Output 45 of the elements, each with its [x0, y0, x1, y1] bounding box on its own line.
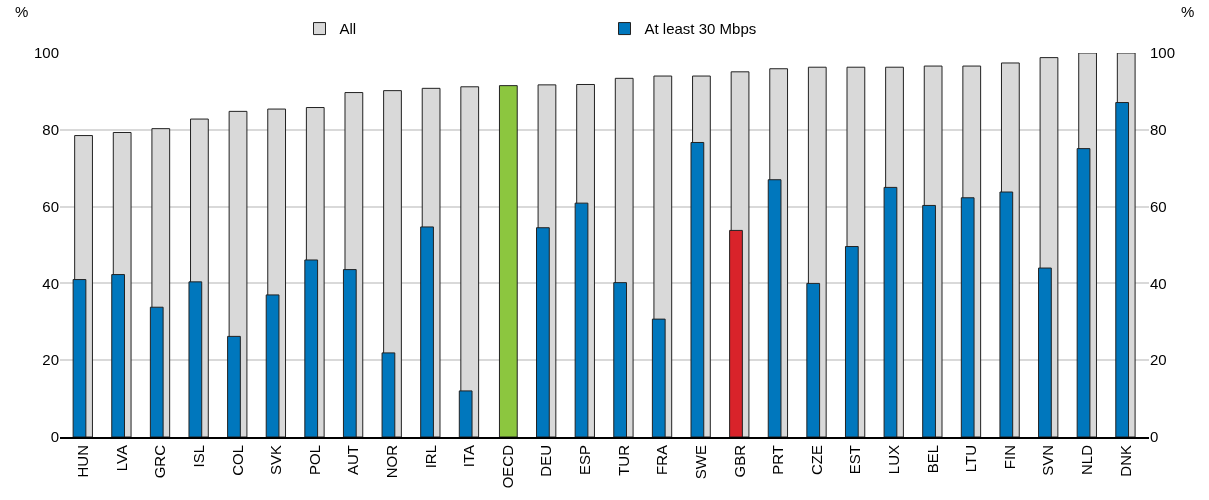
legend-label: At least 30 Mbps — [644, 20, 757, 38]
y-axis-title: % — [15, 3, 29, 20]
x-tick-label: LTU — [962, 445, 980, 473]
x-tick-label: LUX — [885, 445, 903, 475]
y-tick-label: 40 — [42, 274, 59, 292]
x-tick-label: DEU — [537, 445, 555, 477]
x-tick-label: IRL — [421, 445, 439, 469]
x-tick-label: DNK — [1116, 445, 1134, 477]
x-tick-label: NOR — [382, 444, 400, 479]
y-tick-label: 0 — [50, 428, 59, 446]
x-tick-label: GRC — [151, 444, 169, 479]
x-tick-label: SVK — [267, 445, 285, 476]
x-tick-label: SVN — [1039, 445, 1057, 476]
x-tick-label: TUR — [614, 444, 632, 476]
y2-axis-title: % — [1181, 3, 1195, 20]
y-tick-label: 60 — [42, 197, 59, 215]
y-tick-label: 100 — [33, 44, 59, 62]
x-tick-label: POL — [305, 445, 323, 476]
x-tick-label: BEL — [923, 445, 941, 474]
x-tick-label: HUN — [74, 445, 92, 478]
x-tick-label: PRT — [769, 445, 787, 475]
x-tick-label: CZE — [807, 445, 825, 475]
y-tick-label: 20 — [42, 351, 59, 369]
legend-label: All — [339, 20, 357, 38]
y2-tick-label: 20 — [1150, 351, 1167, 369]
y-tick-label: 80 — [42, 121, 59, 139]
x-tick-label: NLD — [1078, 444, 1096, 476]
x-tick-label: FIN — [1000, 445, 1018, 470]
x-tick-label: COL — [228, 445, 246, 476]
y2-tick-label: 80 — [1150, 121, 1167, 139]
y2-tick-label: 60 — [1150, 197, 1167, 215]
x-tick-label: SWE — [691, 445, 709, 480]
x-tick-label: FRA — [653, 445, 671, 475]
y2-tick-label: 0 — [1150, 428, 1159, 446]
x-tick-label: ISL — [189, 445, 207, 468]
y2-tick-label: 40 — [1150, 274, 1167, 292]
x-tick-label: AUT — [344, 445, 362, 475]
x-tick-label: OECD — [498, 444, 516, 489]
x-tick-label: LVA — [112, 445, 130, 472]
x-tick-label: EST — [846, 445, 864, 475]
x-tick-label: ESP — [576, 445, 594, 476]
x-tick-label: ITA — [460, 445, 478, 468]
bar — [498, 85, 518, 437]
x-tick-label: GBR — [730, 444, 748, 478]
y2-tick-label: 100 — [1150, 44, 1176, 62]
